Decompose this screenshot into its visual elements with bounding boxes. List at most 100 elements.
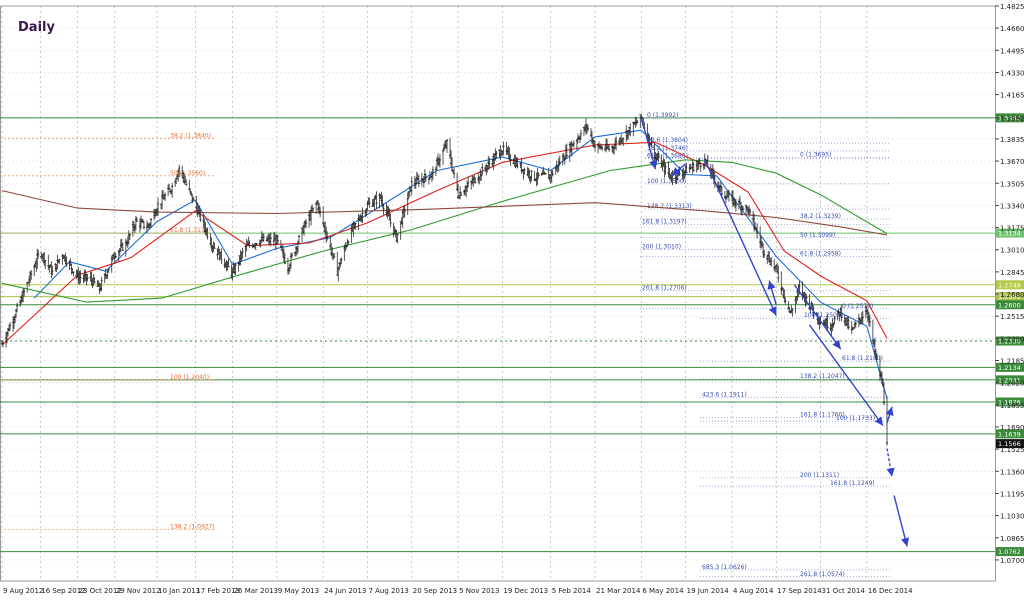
price-tick-label: 1.4165: [1000, 92, 1024, 100]
date-tick-label: 19 Jun 2014: [687, 587, 730, 595]
fib-blue-label: 50 (1.3099): [800, 232, 835, 239]
ma-fast: [33, 129, 888, 399]
fib-blue-label: 0 (1.3992): [647, 112, 678, 119]
price-tick-label: 1.0865: [1000, 535, 1024, 543]
trend-arrow: [808, 324, 884, 427]
price-tick-label: 1.4330: [1000, 69, 1024, 77]
level-tag: [996, 397, 1024, 407]
price-tick-label: 1.2185: [1000, 358, 1024, 366]
chart-title: Daily: [18, 20, 55, 35]
level-tag: [996, 113, 1024, 123]
price-tick-label: 1.4825: [1000, 3, 1024, 11]
price-tick-label: 1.3670: [1000, 158, 1024, 166]
date-tick-label: 19 Dec 2013: [503, 587, 548, 595]
ma-slow: [1, 159, 888, 303]
price-tick-label: 1.2515: [1000, 313, 1024, 321]
date-tick-label: 17 Sep 2014: [777, 587, 822, 595]
date-tick-label: 20 Sep 2013: [413, 587, 457, 595]
fib-blue-label: 0 (1.2570): [842, 303, 873, 310]
fib-blue-label: 161.8 (1.1249): [830, 480, 875, 487]
trend-arrow: [893, 495, 910, 547]
price-tick-label: 1.1360: [1000, 468, 1024, 476]
date-tick-label: 16 Sep 2012: [41, 587, 85, 595]
level-tag-label: 1.2134: [998, 364, 1021, 372]
fib-blue-label: 38.2 (1.3239): [800, 213, 841, 220]
date-tick-label: 7 Aug 2013: [368, 587, 408, 595]
level-tag-label: 1.3134: [998, 230, 1021, 238]
date-tick-label: 23 Oct 2012: [79, 587, 122, 595]
level-tag: [996, 375, 1024, 385]
price-tick-label: 1.3835: [1000, 136, 1024, 144]
fib-blue-label: 200 (1.1311): [800, 472, 839, 479]
ma-long: [1, 190, 888, 236]
price-tick-label: 1.2350: [1000, 335, 1024, 343]
fib-blue-label: 685.3 (1.0626): [702, 564, 747, 571]
price-tick-label: 1.4660: [1000, 25, 1024, 33]
price-tick-label: 1.3175: [1000, 225, 1024, 233]
fib-orange-label: 138.2 (1.0927): [170, 523, 215, 530]
plot-frame: [0, 5, 996, 582]
fib-blue-label: 100 (1.2500): [804, 312, 843, 319]
price-tick-label: 1.1195: [1000, 490, 1024, 498]
level-tag-label: 1.0762: [998, 548, 1021, 556]
date-tick-label: 26 Mar 2013: [234, 587, 278, 595]
trend-arrow: [885, 406, 894, 424]
fib-blue-label: 200 (1.3010): [642, 244, 681, 251]
date-tick-label: 21 Mar 2014: [596, 587, 641, 595]
fib-blue-label: 261.8 (1.2706): [642, 285, 687, 292]
price-tick-label: 1.1030: [1000, 513, 1024, 521]
date-tick-label: 9 May 2013: [278, 587, 319, 595]
fib-blue-label: 138.2 (1.3313): [647, 203, 692, 210]
date-tick-label: 29 Nov 2012: [116, 587, 161, 595]
trend-arrow: [704, 159, 777, 316]
fib-blue-label: 138.2 (1.2047): [800, 373, 845, 380]
trend-arrow: [767, 280, 777, 305]
level-tag-label: 1.2330: [998, 338, 1021, 346]
level-tag: [996, 228, 1024, 238]
fib-orange-label: 50 (1.3560): [170, 170, 205, 177]
fib-blue-label: 100 (1.3500): [647, 178, 686, 185]
price-tick-label: 1.2020: [1000, 380, 1024, 388]
date-tick-label: 6 May 2014: [642, 587, 684, 595]
trend-arrow: [640, 117, 658, 170]
level-tag: [996, 362, 1024, 372]
date-tick-label: 5 Feb 2014: [552, 587, 592, 595]
level-tag-label: 1.2749: [998, 281, 1021, 289]
price-tick-label: 1.3992: [1000, 115, 1024, 123]
price-tick-label: 1.4495: [1000, 47, 1024, 55]
date-tick-label: 16 Dec 2014: [868, 587, 913, 595]
level-tag-label: 1.2041: [998, 376, 1021, 384]
price-tick-label: 1.3010: [1000, 247, 1024, 255]
level-tag-label: 1.1876: [998, 399, 1021, 407]
fib-blue-label: 0 (1.3695): [800, 152, 831, 159]
date-tick-label: 10 Jan 2013: [158, 587, 200, 595]
fib-orange-label: 61.8 (1.3133): [170, 227, 211, 234]
fib-blue-label: 61.8 (1.2180): [842, 355, 883, 362]
price-tick-label: 1.1690: [1000, 424, 1024, 432]
date-tick-label: 5 Nov 2013: [459, 587, 499, 595]
fib-blue-label: 100 (1.1733): [836, 415, 875, 422]
price-tick-label: 1.0700: [1000, 557, 1024, 565]
date-tick-label: 17 Feb 2013: [196, 587, 240, 595]
price-tick-label: 1.1525: [1000, 446, 1024, 454]
current-price-tag: [996, 439, 1024, 449]
current-price-label: 1.1566: [998, 440, 1021, 448]
fib-blue-label: 261.8 (1.0574): [800, 571, 845, 578]
level-tag: [996, 547, 1024, 557]
fib-orange-label: 38.2 (1.3840): [170, 132, 211, 139]
level-tag: [996, 300, 1024, 310]
fib-blue-label: 23.6 (1.3804): [647, 137, 688, 144]
date-tick-label: 9 Aug 2012: [3, 587, 43, 595]
level-tag: [996, 292, 1024, 302]
level-tag: [996, 336, 1024, 346]
level-tag-label: 1.2661: [998, 293, 1021, 301]
date-tick-label: 4 Aug 2014: [733, 587, 774, 595]
fib-orange-label: 100 (1.2040): [170, 374, 209, 381]
level-tag-label: 1.3992: [998, 114, 1021, 122]
fib-blue-label: 161.8 (1.1760): [800, 412, 845, 419]
price-tick-label: 1.3340: [1000, 202, 1024, 210]
fib-blue-label: 423.6 (1.1911): [702, 391, 747, 398]
price-tick-label: 1.3505: [1000, 180, 1024, 188]
